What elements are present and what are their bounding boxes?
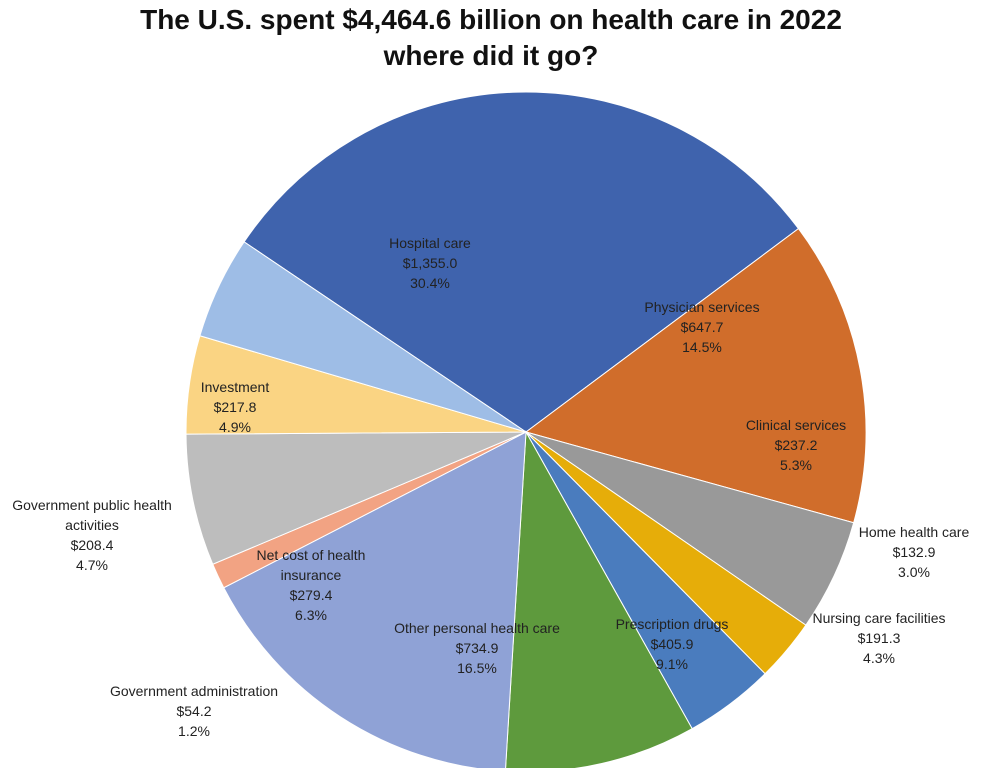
label-name-line: Clinical services [746,417,846,433]
pie-slice-investment [199,241,527,433]
label-percent: 14.5% [682,339,722,355]
data-label-prescription-drugs: Prescription drugs $405.9 9.1% [616,616,729,672]
data-label-nursing-care-facilities: Nursing care facilities $191.3 4.3% [812,610,945,666]
label-name-line: Prescription drugs [616,616,729,632]
label-percent: 4.9% [219,419,251,435]
data-label-net-cost-of-health-insurance: Net cost of health insurance $279.4 6.3% [257,547,366,623]
label-name-line: Net cost of health [257,547,366,563]
label-percent: 4.3% [863,650,895,666]
data-label-clinical-services: Clinical services $237.2 5.3% [746,417,846,473]
label-name-line: Government administration [110,683,278,699]
label-name-line: Other personal health care [394,620,560,636]
pie-slice-physician-services [524,227,867,524]
data-label-government-public-health-activities: Government public health activities $208.4… [12,497,172,573]
chart-title-line-2: where did it go? [383,40,599,71]
label-value: $191.3 [858,630,901,646]
label-value: $405.9 [651,636,694,652]
data-label-home-health-care: Home health care $132.9 3.0% [859,524,970,580]
pie-slice-hospital-care [243,91,800,433]
pie-slice-other-personal-health-care [223,431,527,768]
label-name-line: Hospital care [389,235,471,251]
label-percent: 3.0% [898,564,930,580]
label-value: $54.2 [176,703,211,719]
label-name-line: Government public health [12,497,172,513]
chart-title: The U.S. spent $4,464.6 billion on healt… [0,2,982,74]
label-name-line: Home health care [859,524,970,540]
label-value: $647.7 [681,319,724,335]
data-label-investment: Investment $217.8 4.9% [201,379,270,435]
label-value: $208.4 [71,537,114,553]
label-percent: 1.2% [178,723,210,739]
label-name-line: insurance [281,567,342,583]
data-label-other-personal-health-care: Other personal health care $734.9 16.5% [394,620,560,676]
label-value: $734.9 [456,640,499,656]
label-value: $217.8 [214,399,257,415]
pie-slice-net-cost-of-health-insurance [185,431,527,565]
data-label-government-administration: Government administration $54.2 1.2% [110,683,278,739]
label-name-line: Physician services [644,299,759,315]
label-percent: 9.1% [656,656,688,672]
label-percent: 4.7% [76,557,108,573]
label-name-line: Investment [201,379,270,395]
label-percent: 5.3% [780,457,812,473]
label-percent: 30.4% [410,275,450,291]
pie-slice-prescription-drugs [505,430,693,768]
label-percent: 16.5% [457,660,497,676]
label-value: $132.9 [893,544,936,560]
label-value: $279.4 [290,587,333,603]
label-name-line: Nursing care facilities [812,610,945,626]
label-value: $237.2 [775,437,818,453]
label-value: $1,355.0 [403,255,458,271]
data-label-physician-services: Physician services $647.7 14.5% [644,299,759,355]
label-name-line: activities [65,517,119,533]
label-percent: 6.3% [295,607,327,623]
chart-title-line-1: The U.S. spent $4,464.6 billion on healt… [140,4,842,35]
data-label-hospital-care: Hospital care $1,355.0 30.4% [389,235,471,291]
